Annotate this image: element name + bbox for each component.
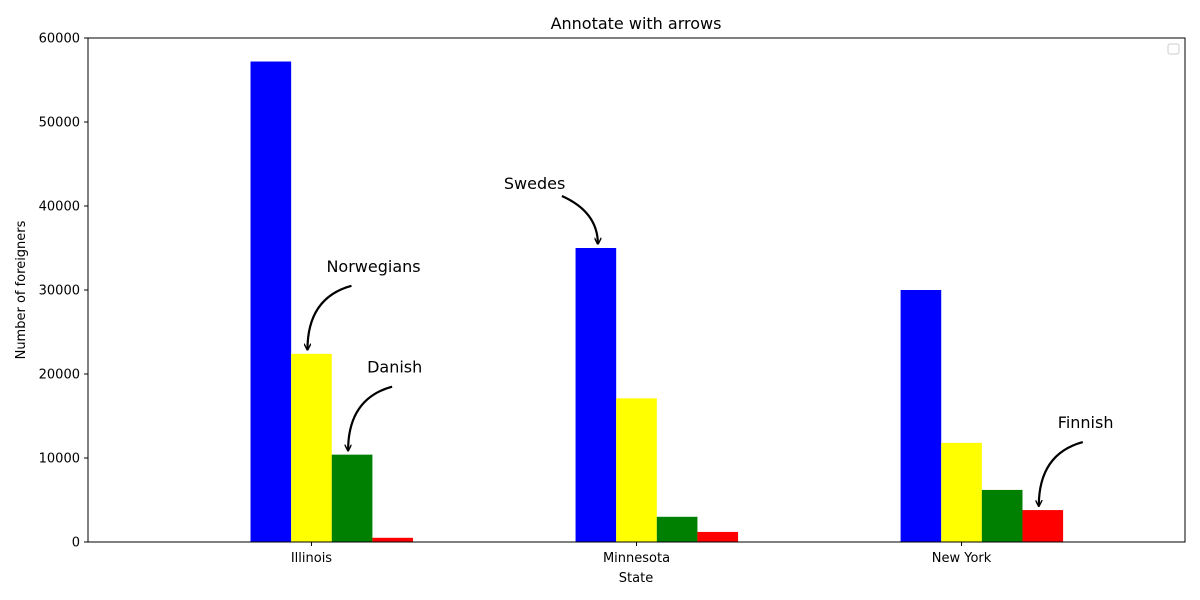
annotation-label: Finnish (1058, 413, 1114, 432)
bar-illinois-1 (291, 353, 332, 542)
y-tick-label: 40000 (39, 200, 80, 215)
y-tick-label: 50000 (39, 116, 80, 131)
x-tick-label: Illinois (291, 551, 332, 566)
x-tick-label: New York (932, 551, 992, 566)
y-tick-label: 10000 (39, 452, 80, 467)
bar-new-york-1 (941, 442, 982, 542)
annotation-label: Norwegians (326, 257, 420, 276)
annotation-label: Swedes (504, 174, 565, 193)
bar-new-york-3 (1022, 510, 1064, 542)
bar-new-york-0 (900, 290, 942, 542)
x-tick-label: Minnesota (603, 551, 670, 566)
y-tick-label: 30000 (39, 284, 80, 299)
bar-minnesota-0 (575, 248, 617, 542)
y-tick-label: 60000 (39, 32, 80, 47)
annotation-arrow (561, 194, 598, 244)
annotation-arrow (307, 284, 352, 350)
bar-minnesota-3 (697, 531, 739, 542)
y-tick-label: 20000 (39, 368, 80, 383)
annotation-arrow (1039, 441, 1084, 506)
bar-illinois-0 (250, 61, 292, 543)
annotation-label: Danish (367, 358, 422, 377)
annotation-arrow (348, 385, 393, 451)
bar-minnesota-2 (656, 516, 698, 542)
bar-new-york-2 (981, 489, 1023, 542)
y-tick-label: 0 (72, 536, 80, 551)
legend-box (1167, 43, 1180, 55)
bar-illinois-3 (372, 537, 414, 542)
x-axis-label: State (619, 571, 653, 586)
bar-minnesota-1 (616, 398, 657, 542)
chart-title: Annotate with arrows (551, 14, 722, 33)
y-axis-label: Number of foreigners (14, 220, 29, 359)
bar-illinois-2 (331, 454, 373, 542)
